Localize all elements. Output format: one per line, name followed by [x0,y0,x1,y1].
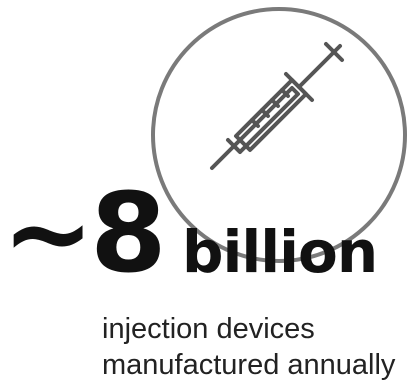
syringe-badge-graphic [151,7,407,263]
caption-line-1: injection devices [102,313,315,345]
stat-caption: injection devices manufactured annually [102,311,395,383]
syringe-badge [148,4,410,266]
stat-unit: billion [182,218,378,286]
circle-ring-icon [151,7,407,263]
stat-number: ~8 [2,169,167,297]
syringe-icon [210,42,344,170]
caption-line-2: manufactured annually [102,349,396,381]
